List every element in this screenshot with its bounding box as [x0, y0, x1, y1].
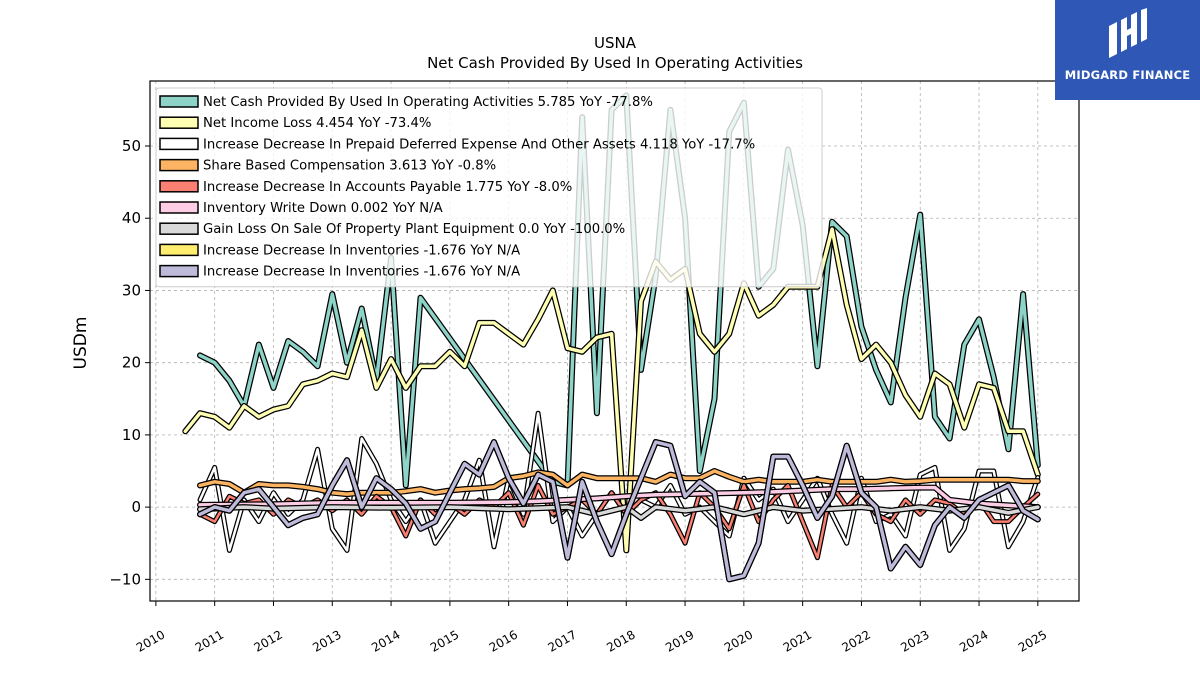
- x-tick-label: 2011: [193, 627, 226, 654]
- legend-label-5: Inventory Write Down 0.002 YoY N/A: [203, 201, 443, 216]
- legend-label-2: Increase Decrease In Prepaid Deferred Ex…: [203, 137, 755, 152]
- y-tick-label: −10: [109, 570, 141, 588]
- x-tick-label: 2022: [839, 627, 872, 654]
- x-tick-label: 2017: [546, 627, 579, 654]
- x-tick-label: 2016: [487, 627, 520, 654]
- legend: Net Cash Provided By Used In Operating A…: [155, 87, 823, 288]
- series-line-5: [198, 485, 1040, 509]
- brand-name: MIDGARD FINANCE: [1064, 68, 1191, 82]
- legend-label-8: Increase Decrease In Inventories -1.676 …: [203, 265, 520, 280]
- x-tick-label: 2013: [310, 627, 343, 654]
- x-tick-label: 2021: [781, 627, 814, 654]
- x-tick-label: 2010: [134, 627, 167, 654]
- y-tick-label: 10: [122, 426, 141, 444]
- x-tick-label: 2023: [898, 627, 931, 654]
- y-tick-label: 50: [122, 137, 141, 155]
- series-line-6: [198, 505, 1040, 520]
- legend-swatch-4: [159, 180, 199, 193]
- chart-title: USNA: [594, 34, 637, 52]
- x-tick-label: 2015: [428, 627, 461, 654]
- chart-subtitle: Net Cash Provided By Used In Operating A…: [427, 54, 803, 72]
- x-tick-label: 2020: [722, 627, 755, 654]
- legend-label-4: Increase Decrease In Accounts Payable 1.…: [203, 180, 572, 195]
- legend-label-0: Net Cash Provided By Used In Operating A…: [203, 95, 653, 110]
- x-tick-label: 2014: [369, 627, 402, 654]
- x-tick-label: 2018: [604, 627, 637, 654]
- y-tick-label: 0: [131, 498, 141, 516]
- y-tick-label: 30: [122, 281, 141, 299]
- plot-frame: [149, 80, 1080, 602]
- series-line-1: [183, 227, 1040, 553]
- y-axis-label: USDm: [71, 317, 91, 370]
- legend-swatch-6: [159, 222, 199, 235]
- x-tick-label: 2012: [252, 627, 285, 654]
- series-line-8: [198, 440, 1040, 582]
- series-lines: [182, 92, 1041, 583]
- legend-swatch-0: [159, 95, 199, 108]
- x-tick-label: 2025: [1016, 627, 1049, 654]
- legend-label-1: Net Income Loss 4.454 YoY -73.4%: [203, 116, 431, 131]
- legend-swatch-8: [159, 264, 199, 278]
- legend-swatch-7: [159, 243, 199, 257]
- legend-label-6: Gain Loss On Sale Of Property Plant Equi…: [203, 222, 625, 237]
- legend-swatch-3: [159, 158, 199, 172]
- legend-swatch-1: [159, 116, 199, 129]
- legend-label-3: Share Based Compensation 3.613 YoY -0.8%: [203, 159, 496, 174]
- brand-logo-icon: [1109, 8, 1147, 58]
- legend-box: [155, 87, 823, 288]
- legend-swatch-2: [159, 137, 199, 151]
- legend-label-7: Increase Decrease In Inventories -1.676 …: [203, 243, 520, 258]
- y-tick-label: 20: [122, 354, 141, 372]
- series-line-3: [198, 469, 1040, 496]
- x-tick-label: 2024: [957, 627, 990, 654]
- legend-swatch-5: [159, 201, 199, 214]
- brand-logo: MIDGARD FINANCE: [1055, 0, 1200, 100]
- y-tick-label: 40: [122, 209, 141, 227]
- x-tick-label: 2019: [663, 627, 696, 654]
